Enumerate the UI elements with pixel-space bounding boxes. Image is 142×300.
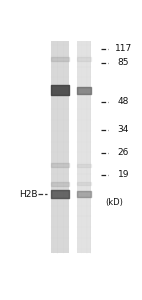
Bar (51, 40, 69, 253)
Text: H2B: H2B (19, 190, 37, 199)
Text: 117: 117 (115, 44, 132, 53)
Text: 85: 85 (118, 58, 129, 67)
Text: 34: 34 (118, 125, 129, 134)
Text: 19: 19 (118, 170, 129, 179)
Text: (kD): (kD) (106, 198, 124, 207)
Text: 48: 48 (118, 97, 129, 106)
Text: 26: 26 (118, 148, 129, 157)
Bar (77, 40, 91, 253)
